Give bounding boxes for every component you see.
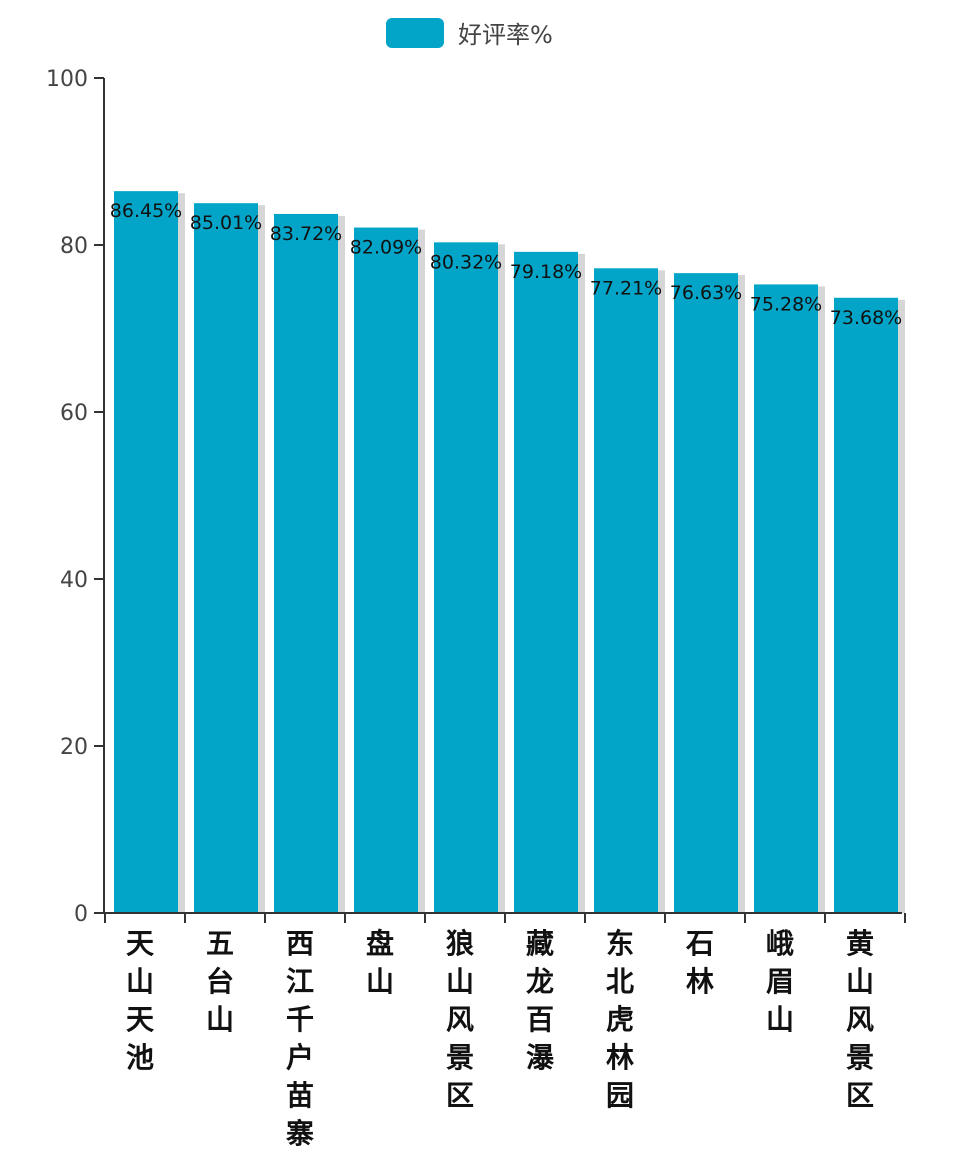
bars: 86.45% 85.01% 83.72% 82.09% 80.32% 79.18% 77.2… [110, 191, 905, 914]
data-label: 82.09% [350, 237, 422, 259]
bar [114, 191, 178, 913]
bar [674, 273, 738, 913]
data-label: 73.68% [830, 307, 902, 329]
category-label: 五台山 [206, 927, 234, 1036]
bar [594, 268, 658, 913]
category-label: 峨眉山 [766, 927, 794, 1036]
legend-label: 好评率% [458, 21, 553, 49]
bar [754, 284, 818, 913]
category-label: 黄山风景区 [846, 927, 874, 1112]
category-label: 藏龙百瀑 [526, 927, 555, 1074]
y-tick-label: 20 [60, 735, 88, 760]
category-label: 石林 [685, 927, 714, 998]
x-axis: 天山天池 五台山 西江千户苗寨 盘山 狼山风景区 藏龙百瀑 东北虎林园 石林 峨眉山 黄山风景区 [94, 912, 906, 1150]
bar [274, 213, 338, 914]
data-label: 79.18% [510, 261, 582, 283]
data-label: 83.72% [270, 223, 342, 245]
y-tick-label: 80 [60, 234, 88, 259]
data-label: 80.32% [430, 251, 502, 273]
category-label: 盘山 [366, 927, 394, 998]
bar [354, 227, 418, 914]
category-label: 东北虎林园 [606, 927, 634, 1112]
legend-swatch [386, 18, 444, 48]
data-label: 77.21% [590, 277, 662, 299]
y-tick-label: 0 [74, 902, 88, 927]
data-label: 85.01% [190, 212, 262, 234]
y-axis: 0 20 40 60 80 100 [46, 67, 105, 927]
category-label: 天山天池 [126, 927, 154, 1074]
bar [834, 297, 898, 914]
y-tick-label: 40 [60, 568, 88, 593]
bar [434, 242, 498, 913]
y-tick-label: 100 [46, 67, 88, 92]
category-label: 狼山风景区 [446, 927, 474, 1112]
data-label: 86.45% [110, 200, 182, 222]
data-label: 76.63% [670, 282, 742, 304]
legend: 好评率% [386, 18, 553, 49]
category-label: 西江千户苗寨 [286, 927, 314, 1150]
bar [514, 251, 578, 914]
bar [194, 203, 258, 913]
y-tick-label: 60 [60, 401, 88, 426]
data-label: 75.28% [750, 293, 822, 315]
